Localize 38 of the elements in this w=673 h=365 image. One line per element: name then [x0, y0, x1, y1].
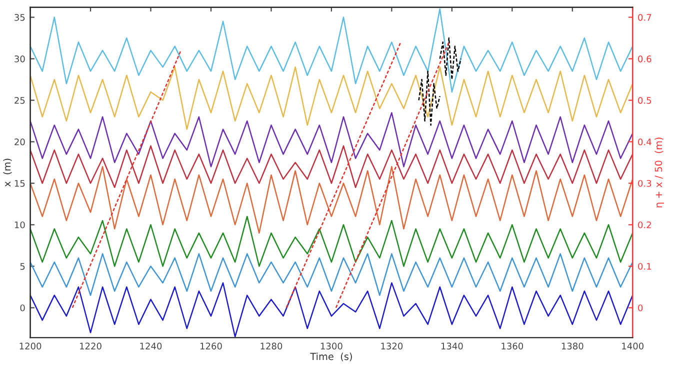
- y-tick-label: 35: [14, 14, 25, 21]
- y-tick-label: 10: [14, 221, 25, 228]
- line-series: [30, 145, 633, 188]
- y-tick-label: 5: [20, 263, 25, 270]
- y-tick-label: 15: [14, 180, 25, 187]
- x-tick-label: 1240: [140, 342, 162, 350]
- line-series: [439, 37, 462, 80]
- y2-tick-label: 0.5: [638, 96, 652, 104]
- line-series: [418, 70, 440, 126]
- y2-axis-title: η + x / 50 (m): [654, 138, 664, 208]
- line-series: [30, 112, 633, 168]
- y2-tick-label: 0.2: [638, 221, 651, 228]
- x-tick-label: 1280: [260, 342, 282, 350]
- x-tick-label: 1380: [562, 342, 584, 350]
- x-tick-label: 1300: [320, 342, 342, 350]
- x-tick-label: 1360: [502, 342, 524, 350]
- line-series: [30, 66, 633, 130]
- y-tick-label: 0: [20, 304, 25, 312]
- y2-tick-label: 0.3: [638, 180, 652, 187]
- y-tick-label: 25: [14, 96, 25, 104]
- x-tick-label: 1340: [441, 342, 463, 350]
- y-tick-label: 30: [14, 55, 25, 62]
- x-tick-label: 1320: [381, 342, 403, 350]
- y-axis-title: x (m): [3, 158, 12, 187]
- y2-tick-label: 0.6: [638, 55, 652, 62]
- x-tick-label: 1400: [622, 342, 644, 350]
- y2-tick-label: 0.1: [638, 262, 652, 270]
- y2-tick-label: 0.7: [638, 14, 652, 21]
- line-series: [30, 216, 633, 267]
- x-tick-label: 1260: [200, 342, 222, 350]
- x-axis-title: Time (s): [310, 352, 352, 362]
- x-tick-label: 1200: [20, 342, 42, 350]
- line-series: [30, 253, 633, 296]
- y2-tick-label: 0: [638, 304, 643, 312]
- line-series: [30, 166, 633, 234]
- y-tick-label: 20: [14, 138, 25, 146]
- x-tick-label: 1220: [80, 342, 102, 350]
- y2-tick-label: 0.4: [638, 138, 652, 146]
